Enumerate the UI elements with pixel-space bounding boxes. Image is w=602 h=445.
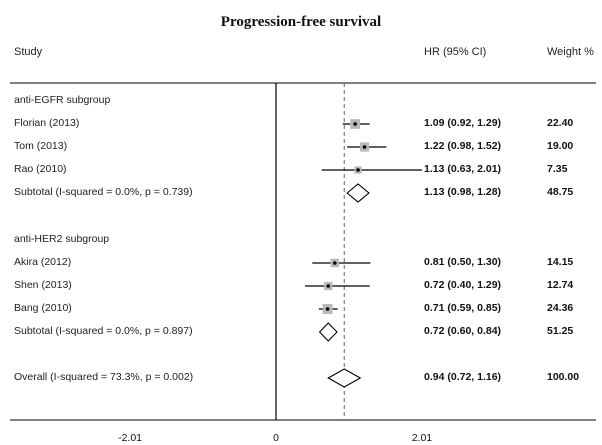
weight-value: 24.36 bbox=[547, 302, 574, 314]
hr-ci-value: 1.22 (0.98, 1.52) bbox=[424, 140, 502, 152]
point-estimate bbox=[325, 307, 330, 311]
weight-value: 22.40 bbox=[547, 117, 574, 129]
hr-ci-value: 1.13 (0.98, 1.28) bbox=[424, 186, 502, 198]
study-label: Rao (2010) bbox=[14, 163, 67, 175]
point-estimate bbox=[356, 168, 360, 172]
weight-value: 19.00 bbox=[547, 140, 574, 152]
hr-ci-value: 0.94 (0.72, 1.16) bbox=[424, 371, 502, 383]
x-tick-label: 0 bbox=[273, 432, 279, 444]
subtotal-diamond bbox=[318, 322, 338, 342]
study-label: Tom (2013) bbox=[14, 140, 68, 152]
hr-ci-value: 1.13 (0.63, 2.01) bbox=[424, 163, 502, 175]
point-estimate bbox=[362, 145, 367, 149]
overall-diamond bbox=[327, 368, 362, 388]
hr-ci-value: 0.71 (0.59, 0.85) bbox=[424, 302, 502, 314]
weight-value: 12.74 bbox=[547, 279, 574, 291]
x-tick-label: -2.01 bbox=[118, 432, 143, 444]
weight-value: 48.75 bbox=[547, 186, 574, 198]
subtotal-diamond bbox=[346, 183, 370, 203]
hr-ci-value: 1.09 (0.92, 1.29) bbox=[424, 117, 502, 129]
study-label: Florian (2013) bbox=[14, 117, 80, 129]
chart-title: Progression-free survival bbox=[220, 14, 382, 30]
weight-value: 51.25 bbox=[547, 325, 574, 337]
hr-ci-value: 0.81 (0.50, 1.30) bbox=[424, 256, 502, 268]
subgroup-header: anti-HER2 subgroup bbox=[14, 233, 110, 245]
study-column-header: Study bbox=[14, 46, 43, 58]
hr-ci-value: 0.72 (0.60, 0.84) bbox=[424, 325, 502, 337]
subtotal-label: Subtotal (I-squared = 0.0%, p = 0.739) bbox=[14, 186, 193, 198]
weight-value: 100.00 bbox=[547, 371, 580, 383]
point-estimate bbox=[353, 122, 357, 126]
point-estimate bbox=[326, 284, 331, 288]
overall-label: Overall (I-squared = 73.3%, p = 0.002) bbox=[14, 371, 194, 383]
weight-value: 14.15 bbox=[547, 256, 574, 268]
hr-column-header: HR (95% CI) bbox=[424, 46, 487, 58]
weight-column-header: Weight % bbox=[547, 46, 594, 58]
study-label: Akira (2012) bbox=[14, 256, 72, 268]
point-estimate bbox=[333, 261, 337, 265]
study-label: Bang (2010) bbox=[14, 302, 72, 314]
subtotal-label: Subtotal (I-squared = 0.0%, p = 0.897) bbox=[14, 325, 193, 337]
weight-value: 7.35 bbox=[547, 163, 568, 175]
hr-ci-value: 0.72 (0.40, 1.29) bbox=[424, 279, 502, 291]
subgroup-header: anti-EGFR subgroup bbox=[14, 94, 111, 106]
x-tick-label: 2.01 bbox=[411, 432, 433, 444]
study-label: Shen (2013) bbox=[14, 279, 72, 291]
